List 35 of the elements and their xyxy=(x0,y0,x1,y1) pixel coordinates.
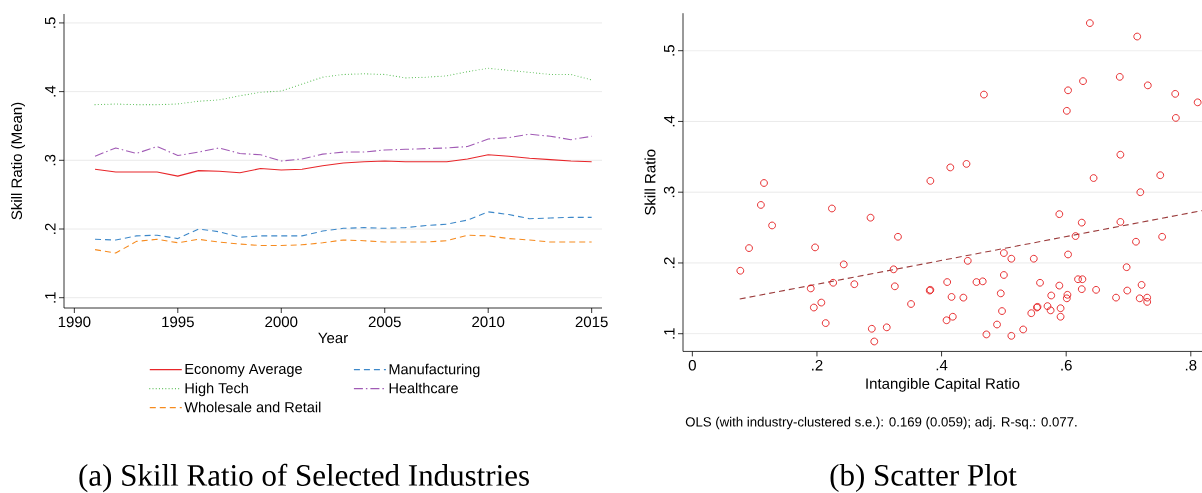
line-series xyxy=(94,67,593,106)
x-tick-label: 2000 xyxy=(265,316,298,328)
legend-label: Manufacturing xyxy=(389,363,480,378)
y-tick-label: .3 xyxy=(44,154,56,166)
y-tick-label: .5 xyxy=(664,45,675,56)
x-tick-label: .6 xyxy=(1061,359,1072,371)
legend-label: Healthcare xyxy=(389,382,458,394)
x-tick-label: 2010 xyxy=(472,316,505,328)
y-tick-label: .5 xyxy=(45,17,56,28)
y-tick-label: .1 xyxy=(45,292,56,303)
text: (b) Scatter Plot xyxy=(830,463,1017,493)
y-tick-label: .2 xyxy=(44,223,56,234)
line-series xyxy=(94,133,593,162)
text: (a) Skill Ratio of Selected Industries xyxy=(79,463,529,493)
x-tick-label: 1995 xyxy=(162,316,194,328)
x-tick-label: .8 xyxy=(1185,359,1197,371)
x-tick-label: .2 xyxy=(812,359,823,371)
x-tick-label: 1990 xyxy=(58,316,91,328)
legend-label: High Tech xyxy=(185,382,248,397)
legend-label: Economy Average xyxy=(185,363,302,377)
x-axis-title: Year xyxy=(318,332,348,344)
y-tick-label: .4 xyxy=(45,85,56,97)
y-tick-label: .3 xyxy=(663,186,675,198)
y-tick-label: .4 xyxy=(664,115,675,127)
y-axis-title: Skill Ratio (Mean) xyxy=(11,102,25,220)
x-axis-title: Intangible Capital Ratio xyxy=(866,377,1020,392)
y-axis-title: Skill Ratio xyxy=(644,149,656,215)
y-tick-label: .1 xyxy=(664,328,675,339)
legend-label: Wholesale and Retail xyxy=(184,401,321,413)
y-tick-label: .2 xyxy=(664,257,675,268)
text: OLS (with industry-clustered s.e.): 0.169 (0.059); adj. R-sq.: 0.077. xyxy=(685,416,1077,430)
x-tick-label: 2015 xyxy=(575,316,608,328)
x-tick-label: .4 xyxy=(936,359,948,371)
x-tick-label: 2005 xyxy=(368,316,401,328)
x-tick-label: 0 xyxy=(688,359,696,371)
